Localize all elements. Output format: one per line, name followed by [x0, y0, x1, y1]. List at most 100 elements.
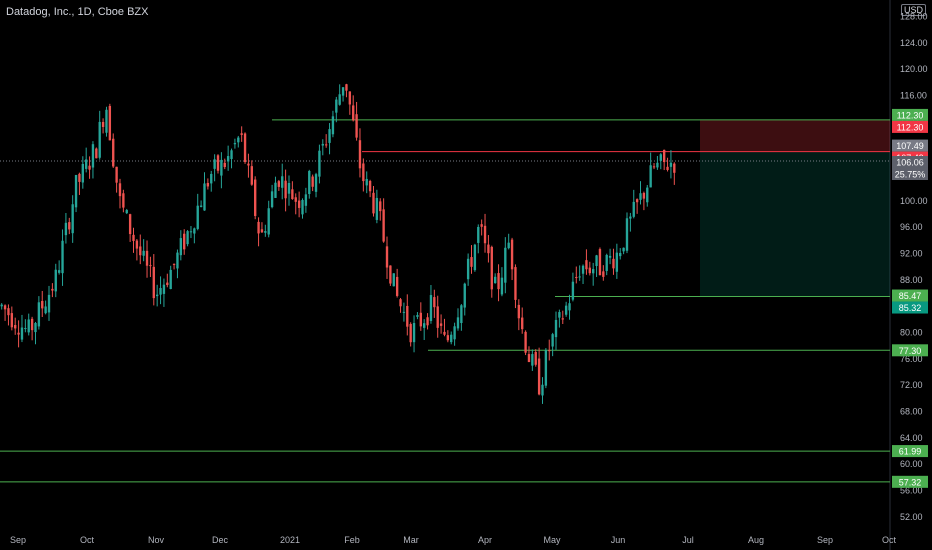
- candle-body: [629, 216, 632, 219]
- candle-body: [210, 173, 213, 184]
- candle-body: [487, 244, 490, 254]
- candle-body: [291, 189, 294, 200]
- candle-body: [243, 133, 247, 163]
- y-tick-label: 96.00: [900, 222, 923, 232]
- candle-body: [656, 162, 659, 168]
- candle-body: [20, 327, 24, 340]
- candle-body: [118, 183, 122, 197]
- candle-body: [169, 269, 172, 289]
- y-tick-label: 120.00: [900, 64, 928, 74]
- candle-body: [189, 231, 193, 233]
- candle-body: [500, 277, 504, 295]
- candle-body: [598, 249, 602, 276]
- candle-body: [115, 166, 118, 183]
- candle-body: [7, 308, 10, 316]
- candle-body: [595, 255, 598, 267]
- candle-body: [294, 197, 297, 202]
- candle-body: [213, 159, 216, 169]
- candle-body: [162, 284, 166, 294]
- candle-body: [270, 191, 274, 208]
- candle-body: [71, 204, 74, 234]
- candle-body: [554, 319, 558, 338]
- candle-body: [558, 312, 561, 318]
- candle-body: [152, 266, 155, 299]
- x-tick-label: Sep: [817, 535, 833, 545]
- candle-body: [372, 192, 375, 214]
- candle-body: [453, 326, 456, 340]
- candle-body: [274, 182, 277, 198]
- candle-body: [132, 234, 135, 241]
- x-tick-label: Nov: [148, 535, 165, 545]
- level-badge-77: 77.30: [899, 346, 922, 356]
- currency-badge[interactable]: USD: [900, 4, 926, 16]
- candle-body: [233, 143, 237, 145]
- candle-body: [473, 244, 477, 271]
- y-tick-label: 100.00: [900, 196, 928, 206]
- candle-body: [504, 247, 507, 283]
- candle-body: [564, 305, 568, 315]
- candle-body: [524, 331, 527, 353]
- candle-body: [399, 299, 402, 307]
- candle-body: [297, 200, 301, 208]
- candle-body: [34, 322, 37, 333]
- candle-body: [382, 209, 385, 242]
- x-tick-label: May: [543, 535, 561, 545]
- candle-body: [183, 233, 186, 250]
- candle-body: [203, 183, 206, 211]
- candle-body: [419, 312, 422, 327]
- candle-body: [490, 246, 493, 290]
- candle-body: [635, 199, 639, 203]
- candle-body: [301, 199, 304, 215]
- candle-body: [145, 250, 149, 266]
- candle-body: [531, 354, 534, 366]
- stop-loss-zone: [700, 119, 890, 152]
- candle-body: [443, 331, 446, 335]
- candle-body: [483, 225, 487, 244]
- candle-body: [250, 166, 253, 185]
- candle-body: [47, 294, 51, 313]
- y-tick-label: 64.00: [900, 433, 923, 443]
- candle-body: [497, 273, 500, 290]
- candle-body: [54, 269, 57, 292]
- y-tick-label: 128.00: [900, 12, 928, 22]
- candle-body: [652, 166, 656, 168]
- candle-body: [389, 265, 392, 284]
- stop-badge: 112.30: [897, 122, 924, 132]
- x-tick-label: Oct: [882, 535, 897, 545]
- candle-body: [277, 181, 281, 187]
- candle-body: [514, 267, 517, 300]
- change-badge-bg: [892, 167, 928, 180]
- candle-body: [426, 317, 429, 326]
- candle-body: [341, 87, 345, 96]
- candle-body: [423, 323, 426, 328]
- candle-body: [98, 121, 101, 158]
- candle-body: [395, 276, 399, 296]
- entry-badge: 107.49: [896, 141, 924, 151]
- y-tick-label: 92.00: [900, 249, 923, 259]
- level-badge-85: 85.47: [899, 291, 922, 301]
- candle-body: [57, 270, 61, 273]
- candle-body: [379, 201, 382, 212]
- candle-body: [105, 109, 108, 133]
- candle-body: [14, 325, 17, 329]
- candle-body: [649, 165, 652, 188]
- y-tick-label: 88.00: [900, 275, 923, 285]
- candle-body: [101, 122, 105, 127]
- candle-body: [466, 258, 470, 280]
- candle-body: [125, 210, 128, 214]
- candle-body: [91, 144, 95, 168]
- candle-body: [355, 114, 358, 138]
- candle-body: [412, 323, 416, 343]
- candle-body: [646, 187, 649, 203]
- x-tick-label: Apr: [478, 535, 492, 545]
- candle-body: [254, 179, 257, 216]
- candle-body: [375, 197, 379, 220]
- candle-body: [612, 258, 615, 269]
- candle-body: [260, 229, 264, 233]
- candle-body: [267, 208, 270, 235]
- candle-body: [463, 283, 466, 308]
- candle-body: [81, 163, 84, 183]
- candle-body: [230, 150, 233, 159]
- candle-body: [321, 143, 324, 146]
